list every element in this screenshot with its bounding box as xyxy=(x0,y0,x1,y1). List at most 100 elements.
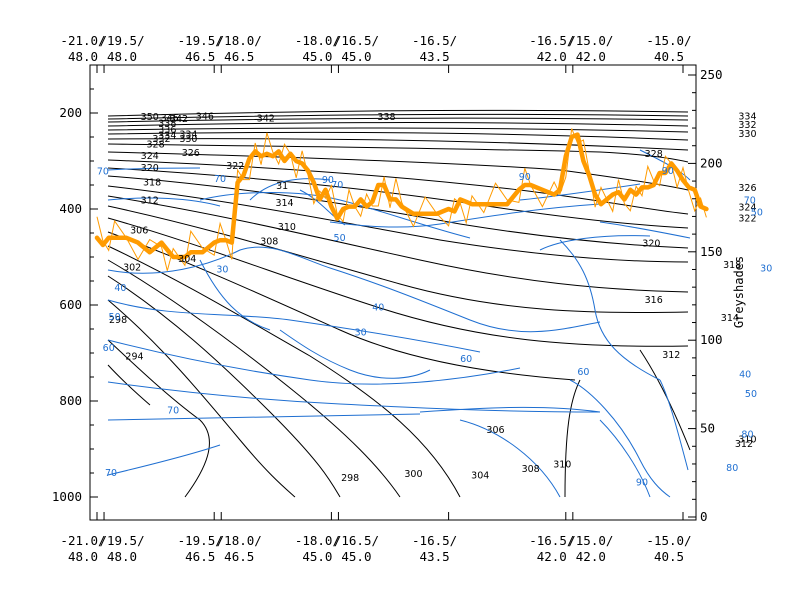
x-axis-bottom-label-line1: -19.5/ xyxy=(178,533,223,548)
theta-contour-line xyxy=(107,127,689,133)
rh-contour-label: 70 xyxy=(167,406,179,417)
theta-contour-line xyxy=(107,259,401,498)
x-axis-top-label-line1: -15.0/ xyxy=(646,33,691,48)
rh-contour-label: 30 xyxy=(216,264,228,275)
theta-contour-label: 350 xyxy=(141,112,159,123)
rh-contour-label: 80 xyxy=(741,430,753,441)
theta-contour-label: 332 xyxy=(738,120,756,131)
theta-contour-line xyxy=(107,131,689,141)
theta-contour-label: 298 xyxy=(341,473,359,484)
x-axis-bottom-label-line2: 48.0 xyxy=(68,549,98,564)
rh-contour-label: 90 xyxy=(662,166,674,177)
theta-contour-line xyxy=(107,159,689,215)
rh-contour-label: 40 xyxy=(114,283,126,294)
x-axis-bottom-label-line2: 45.0 xyxy=(302,549,332,564)
theta-contour-label: 338 xyxy=(158,119,176,130)
theta-contour-label: 294 xyxy=(125,351,143,362)
rh-contour-label: 80 xyxy=(726,463,738,474)
x-axis-top-label-line2: 42.0 xyxy=(537,49,567,64)
rh-contour-line xyxy=(599,221,691,239)
theta-contour-label: 342 xyxy=(257,113,275,124)
rh-contour-line xyxy=(107,339,521,385)
theta-contour-line xyxy=(107,339,210,498)
theta-contour-label: 328 xyxy=(147,140,165,151)
theta-contour-label: 308 xyxy=(522,464,540,475)
theta-contour-line xyxy=(107,205,689,314)
theta-contour-label: 322 xyxy=(226,161,244,172)
x-axis-top-label-line2: 48.0 xyxy=(107,49,137,64)
x-axis-bottom-label-line1: /16.5/ xyxy=(334,533,379,548)
theta-contour-label: 312 xyxy=(141,195,159,206)
x-axis-top-label-line2: 46.5 xyxy=(185,49,215,64)
theta-contour-line xyxy=(107,195,689,293)
x-axis-top-label-line1: /18.0/ xyxy=(217,33,262,48)
rh-contour-line xyxy=(279,329,431,379)
x-axis-top-label-line1: -21.0/ xyxy=(60,33,105,48)
theta-contour-label: 302 xyxy=(123,263,141,274)
theta-contour-label: 31 xyxy=(276,181,288,192)
theta-contour-label: 320 xyxy=(141,163,159,174)
x-axis-bottom-label-line1: /15.0/ xyxy=(568,533,613,548)
rh-contour-line xyxy=(569,379,671,498)
theta-contour-label: 318 xyxy=(143,178,161,189)
rh-contour-line xyxy=(107,444,221,476)
x-axis-top-label-line1: /16.5/ xyxy=(334,33,379,48)
theta-contour-label: 304 xyxy=(178,254,196,265)
right-axis-tick-label: 50 xyxy=(700,421,715,436)
left-axis-tick-label: 1000 xyxy=(52,489,82,504)
right-axis-tick-label: 150 xyxy=(700,244,723,259)
theta-contour-label: 312 xyxy=(662,350,680,361)
x-axis-bottom-label-line2: 46.5 xyxy=(185,549,215,564)
theta-contour-label: 314 xyxy=(721,313,739,324)
rh-contour-label: 70 xyxy=(214,174,226,185)
theta-contour-label: 304 xyxy=(471,470,489,481)
theta-contour-line xyxy=(107,217,689,347)
rh-contour-line xyxy=(107,413,421,421)
theta-contour-line xyxy=(107,299,296,498)
left-axis-tick-label: 600 xyxy=(59,297,82,312)
x-axis-bottom-label-line2: 40.5 xyxy=(654,549,684,564)
x-axis-top-label-line2: 48.0 xyxy=(68,49,98,64)
theta-contour-label: 306 xyxy=(486,425,504,436)
rh-contour-label: 70 xyxy=(331,180,343,191)
theta-contour-label: 320 xyxy=(642,239,660,250)
left-axis-tick-label: 800 xyxy=(59,393,82,408)
theta-contour-label: 312 xyxy=(735,439,753,450)
rh-contour-label: 90 xyxy=(636,478,648,489)
theta-contour-line xyxy=(107,185,689,263)
theta-contour-line xyxy=(107,109,689,117)
theta-contour-label: 342 xyxy=(170,114,188,125)
rh-contour-label: 70 xyxy=(744,195,756,206)
x-axis-top-label-line2: 40.5 xyxy=(654,49,684,64)
x-axis-bottom-label-line2: 42.0 xyxy=(537,549,567,564)
x-axis-bottom-label-line1: -18.0/ xyxy=(295,533,340,548)
rh-contour-line xyxy=(539,235,651,251)
rh-contour-label: 90 xyxy=(322,175,334,186)
theta-contour-label: 346 xyxy=(161,113,179,124)
theta-contour-label: 316 xyxy=(645,295,663,306)
rh-contour-label: 50 xyxy=(751,207,763,218)
x-axis-top-label-line2: 46.5 xyxy=(224,49,254,64)
rh-contour-line xyxy=(329,203,601,228)
x-axis-bottom-label-line1: /18.0/ xyxy=(217,533,262,548)
theta-contour-label: 310 xyxy=(553,459,571,470)
theta-contour-label: 338 xyxy=(377,112,395,123)
plot-frame xyxy=(89,64,697,521)
x-axis-top-label-line1: -19.5/ xyxy=(178,33,223,48)
rh-contour-label: 70 xyxy=(97,167,109,178)
theta-contour-line xyxy=(639,349,691,451)
rh-contour-line xyxy=(519,183,641,201)
theta-contour-label: 328 xyxy=(645,149,663,160)
theta-contour-line xyxy=(107,151,689,191)
x-axis-top-label-line1: -18.0/ xyxy=(295,33,340,48)
x-axis-top-label-line2: 45.0 xyxy=(341,49,371,64)
rh-contour-line xyxy=(329,267,601,333)
theta-contour-label: 310 xyxy=(278,222,296,233)
x-axis-top-label-line2: 43.5 xyxy=(420,49,450,64)
theta-contour-label: 318 xyxy=(723,260,741,271)
x-axis-top-label-line1: /15.0/ xyxy=(568,33,613,48)
right-axis-tick-label: 100 xyxy=(700,332,723,347)
theta-contour-label: 324 xyxy=(141,151,159,162)
theta-contour-label: 330 xyxy=(738,129,756,140)
